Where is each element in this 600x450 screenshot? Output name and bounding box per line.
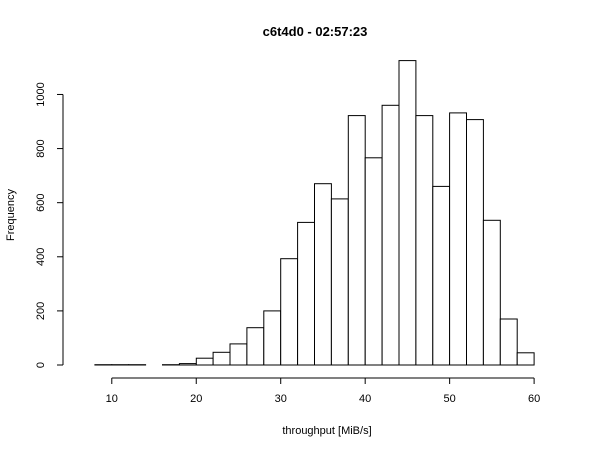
y-axis: 0 200 400 600 800 1000 <box>35 82 64 368</box>
histogram-bar <box>499 318 518 366</box>
histogram-bar <box>330 198 349 366</box>
histogram-bar <box>398 60 417 366</box>
histogram-bar <box>347 115 366 366</box>
histogram-bar <box>263 310 282 366</box>
x-tick-label: 10 <box>106 393 118 405</box>
y-tick-label: 400 <box>35 248 47 266</box>
x-tick-label: 60 <box>528 393 540 405</box>
histogram-bar <box>432 185 451 366</box>
histogram-bar <box>212 351 231 366</box>
x-tick-label: 50 <box>444 393 456 405</box>
histogram-bar <box>229 343 248 366</box>
histogram-bar <box>195 357 214 366</box>
histogram-bar <box>449 112 468 366</box>
histogram-bar <box>466 119 484 366</box>
histogram-bar <box>246 327 265 366</box>
histogram-bar <box>178 363 197 366</box>
x-tick-label: 40 <box>359 393 371 405</box>
histogram-bar <box>280 258 299 366</box>
x-axis-label: throughput [MiB/s] <box>282 425 371 437</box>
histogram-bar <box>314 183 332 366</box>
y-tick-label: 600 <box>35 193 47 211</box>
histogram-bar <box>415 115 434 366</box>
x-axis: 10 20 30 40 50 60 <box>106 377 540 405</box>
histogram-bar <box>297 221 316 366</box>
y-tick-label: 800 <box>35 139 47 157</box>
y-tick-label: 0 <box>35 362 47 368</box>
histogram-bar <box>364 157 383 366</box>
y-tick-label: 200 <box>35 302 47 320</box>
chart-title: c6t4d0 - 02:57:23 <box>263 24 368 39</box>
y-axis-label: Frequency <box>5 189 17 241</box>
histogram-bar <box>482 219 501 366</box>
bars-group <box>94 60 535 366</box>
x-tick-label: 20 <box>190 393 202 405</box>
y-tick-label: 1000 <box>35 82 47 106</box>
histogram-bar <box>516 352 535 366</box>
x-tick-label: 30 <box>275 393 287 405</box>
histogram-bar <box>381 104 400 366</box>
